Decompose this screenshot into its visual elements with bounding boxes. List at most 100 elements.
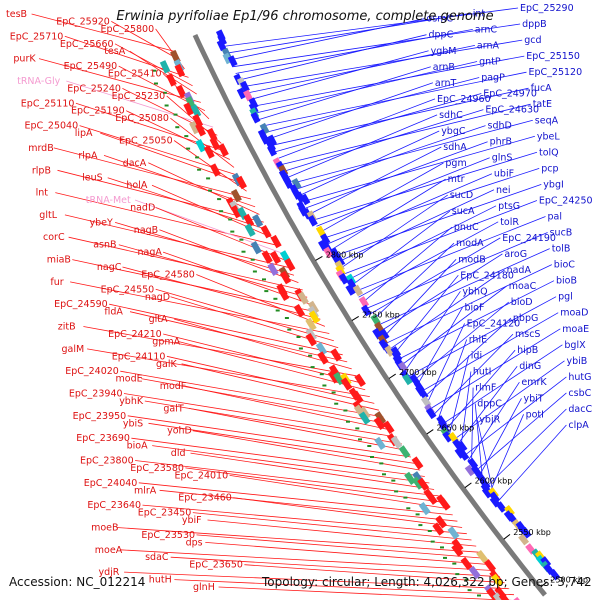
minor-tick-mark (452, 562, 457, 565)
left-connector-line (218, 586, 513, 600)
left-connector-line (188, 408, 407, 451)
gene-label-tesb: tesB (6, 9, 27, 20)
forward-gene-block (411, 456, 424, 470)
gene-label-ybib: ybiB (567, 356, 588, 367)
gene-label-epc-24960: EpC_24960 (437, 94, 491, 105)
gene-label-epc-24550: EpC_24550 (101, 284, 155, 295)
gene-label-miab: miaB (47, 255, 71, 266)
gene-label-lipa: lipA (75, 128, 93, 139)
gene-label-poti: potI (526, 409, 544, 420)
right-connector-line (305, 141, 488, 209)
reverse-gene-block (402, 373, 413, 386)
tick-label: 2650 kbp (437, 423, 475, 432)
minor-tick-mark (415, 513, 420, 516)
right-connector-line (419, 312, 559, 393)
right-connector-line (309, 146, 442, 215)
gene-label-naga: nagA (138, 247, 163, 258)
forward-gene-block (270, 234, 282, 249)
right-connector-line (369, 237, 501, 315)
forward-gene-block (209, 163, 221, 177)
left-connector-line (118, 244, 308, 298)
forward-gene-block (418, 501, 431, 516)
left-connector-line (114, 222, 295, 276)
forward-gene-block (483, 559, 497, 573)
accession-text: Accession: NC_012214 (9, 575, 146, 589)
gene-label-lnt: lnt (36, 188, 49, 199)
right-connector-line (437, 339, 468, 420)
left-connector-line (125, 110, 230, 160)
right-connector-line (412, 301, 510, 382)
right-connector-line (471, 387, 474, 467)
gene-label-epc-24250: EpC_24250 (539, 196, 593, 207)
forward-gene-block (195, 138, 207, 153)
minor-tick-mark (331, 391, 336, 394)
gene-label-dppc: dppC (429, 30, 454, 41)
minor-tick-mark (275, 309, 280, 312)
right-connector-line (434, 333, 514, 415)
minor-tick-mark (379, 462, 384, 465)
forward-gene-block (374, 411, 387, 425)
gene-label-arnb: arnB (433, 62, 455, 73)
minor-tick-mark (343, 409, 348, 412)
left-connector-line (159, 489, 458, 522)
gene-label-gcd: gcd (524, 35, 541, 46)
right-connector-line (358, 221, 499, 298)
gene-label-seqa: seqA (535, 115, 559, 126)
gene-label-pnuc: pnuC (454, 222, 479, 233)
minor-tick-mark (252, 270, 257, 273)
tick-marks: 2800 kbp 2750 kbp 2700 kbp 2650 kbp 2600 kbp… (152, 69, 588, 597)
tick-mark (540, 581, 548, 588)
minor-tick-mark (464, 578, 469, 581)
reverse-gene-block (320, 233, 331, 245)
minor-tick-mark (367, 445, 372, 447)
reverse-gene-block (495, 501, 507, 513)
forward-gene-block (315, 342, 328, 356)
minor-tick-mark (346, 420, 350, 423)
tick-mark (388, 373, 396, 379)
gene-label-epc-25080: EpC_25080 (115, 113, 169, 124)
forward-gene-block (317, 351, 329, 365)
left-connector-line (114, 43, 193, 87)
forward-gene-block (217, 143, 229, 157)
gene-label-trna-gly: tRNA-Gly (17, 76, 60, 87)
left-connector-line (135, 460, 439, 497)
gene-label-dppc: dppC (477, 399, 502, 410)
gene-label-epc-24970: EpC_24970 (483, 89, 537, 100)
gene-label-epc-24580: EpC_24580 (141, 270, 195, 281)
gene-label-moad: moaD (560, 308, 588, 319)
right-connector-line (238, 34, 427, 81)
tick-mark (426, 429, 434, 435)
reverse-gene-block (259, 122, 270, 135)
gene-label-epc-24210: EpC_24210 (108, 329, 162, 340)
map-title: Erwinia pyrifoliae Ep1/96 chromosome, co… (116, 9, 494, 24)
gene-label-glta: gltA (149, 314, 168, 325)
forward-gene-block (358, 406, 371, 420)
gene-label-epc-25050: EpC_25050 (119, 136, 173, 147)
gene-label-moae: moaE (562, 324, 589, 335)
minor-tick-mark (296, 336, 301, 338)
reverse-gene-block (283, 177, 294, 190)
gene-label-ding: dinG (519, 361, 541, 372)
gene-label-bioc: bioC (554, 260, 575, 271)
minor-tick-mark (406, 507, 411, 510)
right-connector-line (265, 77, 480, 133)
gene-label-fuca: fucA (531, 83, 553, 94)
forward-gene-block (243, 213, 255, 228)
minor-tick-mark (273, 297, 278, 300)
minor-tick-mark (298, 347, 303, 350)
gene-label-nagc: nagC (97, 262, 122, 273)
gene-label-sdhd: sdhD (488, 121, 512, 132)
right-connector-line (319, 162, 444, 233)
reverse-gene-block (425, 407, 437, 420)
gene-label-clpa: clpA (568, 420, 589, 431)
reverse-gene-block (520, 526, 532, 539)
minor-tick-mark (239, 238, 244, 241)
tick-label: 2700 kbp (399, 368, 437, 377)
gene-label-epc-25110: EpC_25110 (21, 98, 75, 109)
left-connector-line (53, 147, 252, 200)
minor-tick-mark (440, 546, 444, 549)
forward-gene-block (492, 592, 505, 600)
forward-gene-block (305, 333, 317, 347)
tick-label: 2550 kbp (513, 528, 551, 537)
gene-label-epc-25190: EpC_25190 (71, 106, 125, 117)
